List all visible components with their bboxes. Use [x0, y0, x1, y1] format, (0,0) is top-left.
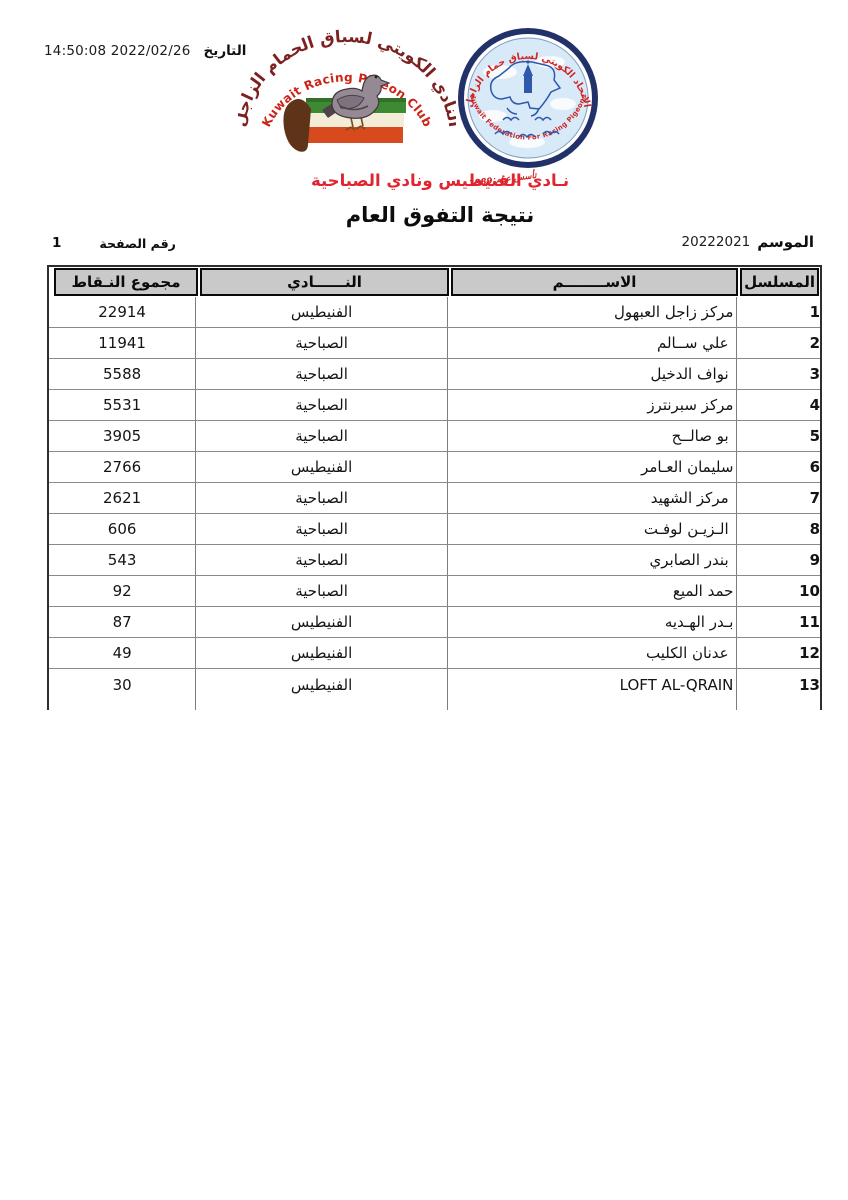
cell-points: 11941 — [49, 328, 197, 358]
cell-name: الـزيـن لوفـت — [448, 514, 738, 544]
cell-serial: 2 — [809, 334, 820, 352]
federation-logo-graphic: الاتحاد الكويتي لسباق حمام الزاجل Kuwait… — [458, 28, 598, 189]
cell-serial: 12 — [799, 644, 820, 662]
cell-points: 22914 — [49, 297, 197, 327]
cell-club: الصباحية — [196, 328, 448, 358]
cell-points: 5588 — [49, 359, 197, 389]
season-row: الموسم 20222021 — [682, 233, 814, 251]
cell-name: مركز الشهيد — [448, 483, 738, 513]
table-row: 3 نواف الدخيل الصباحية 5588 — [49, 359, 820, 390]
cell-serial: 6 — [809, 458, 820, 476]
cell-name: LOFT AL-QRAIN — [448, 669, 738, 700]
cell-points: 606 — [49, 514, 197, 544]
column-header-name: الاســــــــم — [451, 268, 738, 296]
page-number-value: 1 — [52, 235, 62, 251]
cell-points: 2621 — [49, 483, 197, 513]
clubs-line: نـادي الفنيطيس ونادي الصباحية — [310, 171, 570, 190]
cell-serial: 3 — [809, 365, 820, 383]
clouds-graphic — [479, 56, 576, 148]
season-label: الموسم — [757, 233, 814, 251]
federation-logo: الاتحاد الكويتي لسباق حمام الزاجل Kuwait… — [455, 24, 607, 192]
cell-name: حمد الميع — [448, 576, 738, 606]
table-row: 7 مركز الشهيد الصباحية 2621 — [49, 483, 820, 514]
cell-serial: 8 — [809, 520, 820, 538]
column-header-serial: المسلسل — [740, 268, 819, 296]
cell-name: نواف الدخيل — [448, 359, 738, 389]
cell-club: الصباحية — [196, 421, 448, 451]
table-row: 4 مركز سبرنترز الصباحية 5531 — [49, 390, 820, 421]
cell-points: 30 — [49, 669, 197, 700]
table-row: 8 الـزيـن لوفـت الصباحية 606 — [49, 514, 820, 545]
date-label: التاريخ — [203, 43, 247, 59]
cell-club: الفنيطيس — [196, 669, 448, 700]
table-row: 1 مركز زاجل العبهول الفنيطيس 22914 — [49, 297, 820, 328]
cell-name: سليمان العـامر — [448, 452, 738, 482]
page-number-row: 1 رقم الصفحة — [52, 235, 176, 251]
table-row: 10 حمد الميع الصباحية 92 — [49, 576, 820, 607]
cell-points: 87 — [49, 607, 197, 637]
cell-serial: 1 — [809, 303, 820, 321]
club-logo-graphic: النادي الكويتي لسباق الحمام الزاجل Kuwai… — [230, 27, 464, 152]
cell-serial: 7 — [809, 489, 820, 507]
cell-club: الصباحية — [196, 390, 448, 420]
cell-serial: 4 — [809, 396, 820, 414]
cell-name: عدنان الكليب — [448, 638, 738, 668]
table-row: 11 بـدر الهـديه الفنيطيس 87 — [49, 607, 820, 638]
column-header-club: النــــــادي — [200, 268, 449, 296]
cell-points: 543 — [49, 545, 197, 575]
table-row: 12 عدنان الكليب الفنيطيس 49 — [49, 638, 820, 669]
cell-club: الفنيطيس — [196, 607, 448, 637]
cell-name: علي ســالم — [448, 328, 738, 358]
federation-tower-art — [523, 60, 533, 93]
pigeon-icon — [322, 74, 391, 131]
table-partial-row — [49, 700, 820, 710]
cell-points: 5531 — [49, 390, 197, 420]
cell-club: الصباحية — [196, 545, 448, 575]
date-value: 14:50:08 2022/02/26 — [44, 43, 191, 59]
table-row: 9 بندر الصابري الصباحية 543 — [49, 545, 820, 576]
date-row: 14:50:08 2022/02/26 التاريخ — [44, 43, 246, 59]
table-row: 13 LOFT AL-QRAIN الفنيطيس 30 — [49, 669, 820, 700]
cell-name: بـدر الهـديه — [448, 607, 738, 637]
cell-club: الفنيطيس — [196, 452, 448, 482]
table-row: 6 سليمان العـامر الفنيطيس 2766 — [49, 452, 820, 483]
cell-club: الصباحية — [196, 514, 448, 544]
page-title: نتيجة التفوق العام — [345, 203, 535, 227]
cell-serial: 10 — [799, 582, 820, 600]
column-header-points: مجموع النـقاط — [54, 268, 198, 296]
cell-serial: 13 — [799, 675, 820, 694]
cell-name: مركز زاجل العبهول — [448, 297, 738, 327]
table-header-row: المسلسل الاســــــــم النــــــادي مجموع… — [49, 267, 820, 297]
cell-points: 3905 — [49, 421, 197, 451]
cell-club: الصباحية — [196, 576, 448, 606]
kuwait-flag-graphic — [283, 98, 406, 152]
page-number-label: رقم الصفحة — [99, 235, 176, 251]
cell-club: الصباحية — [196, 359, 448, 389]
results-table: المسلسل الاســــــــم النــــــادي مجموع… — [47, 265, 822, 710]
cell-club: الفنيطيس — [196, 638, 448, 668]
club-logo: النادي الكويتي لسباق الحمام الزاجل Kuwai… — [230, 20, 464, 172]
cell-serial: 11 — [799, 613, 820, 631]
federation-birds-art — [494, 116, 560, 139]
cell-name: مركز سبرنترز — [448, 390, 738, 420]
table-body: 1 مركز زاجل العبهول الفنيطيس 22914 2 علي… — [49, 297, 820, 700]
cell-points: 49 — [49, 638, 197, 668]
table-row: 5 بو صالــح الصباحية 3905 — [49, 421, 820, 452]
cell-serial: 5 — [809, 427, 820, 445]
federation-map-art — [489, 60, 562, 117]
cell-points: 2766 — [49, 452, 197, 482]
season-value: 20222021 — [681, 234, 751, 250]
cell-club: الفنيطيس — [196, 297, 448, 327]
cell-name: بندر الصابري — [448, 545, 738, 575]
cell-points: 92 — [49, 576, 197, 606]
cell-serial: 9 — [809, 551, 820, 569]
table-row: 2 علي ســالم الصباحية 11941 — [49, 328, 820, 359]
cell-club: الصباحية — [196, 483, 448, 513]
cell-name: بو صالــح — [448, 421, 738, 451]
